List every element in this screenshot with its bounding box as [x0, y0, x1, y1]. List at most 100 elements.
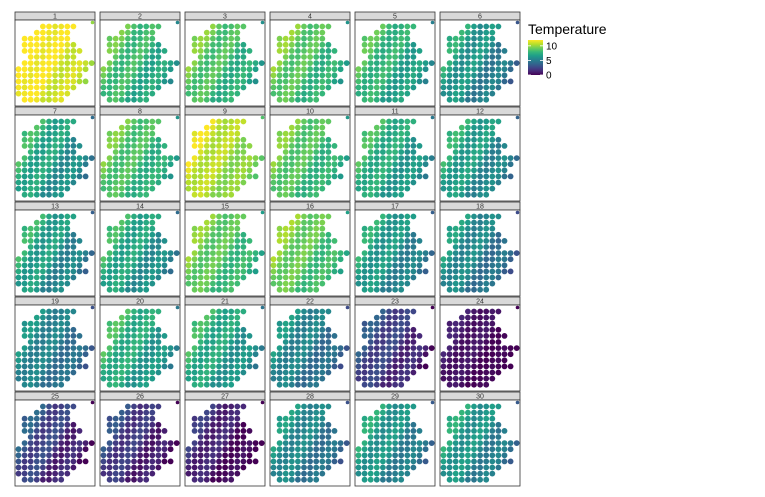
data-point [240, 60, 247, 66]
data-point [40, 72, 46, 79]
facet-panel: 3 [184, 11, 266, 107]
data-point [452, 326, 459, 333]
data-point [410, 458, 417, 465]
data-point [203, 262, 210, 269]
data-point [222, 72, 229, 79]
data-point [21, 381, 28, 388]
data-point [76, 357, 83, 364]
data-point [307, 173, 313, 180]
data-point [380, 369, 386, 376]
data-point [40, 286, 46, 293]
data-point [458, 351, 465, 358]
data-point [301, 268, 307, 275]
data-point [70, 136, 77, 143]
data-point [458, 179, 465, 186]
data-point [228, 369, 235, 376]
data-point [33, 440, 40, 446]
data-point [131, 409, 137, 416]
data-point [234, 161, 241, 168]
data-point [106, 375, 113, 382]
data-point [100, 256, 107, 263]
data-point [477, 452, 483, 459]
data-point [313, 78, 320, 85]
data-point [495, 403, 502, 410]
data-point [386, 314, 392, 321]
data-point [319, 428, 326, 434]
data-point [477, 256, 483, 263]
data-point [373, 409, 380, 416]
data-point [106, 225, 113, 232]
data-point [210, 54, 216, 60]
data-point [295, 78, 301, 85]
data-point [458, 470, 465, 477]
data-point [465, 48, 471, 54]
data-point [118, 452, 125, 459]
facet-panel: 10 [269, 106, 351, 202]
data-point [228, 173, 235, 180]
data-point [203, 428, 210, 434]
data-point [477, 421, 483, 428]
data-point [458, 225, 465, 232]
data-point [282, 476, 289, 483]
data-point [185, 161, 192, 168]
data-point [185, 470, 192, 477]
data-point [361, 415, 368, 422]
data-point [282, 167, 289, 174]
data-point [234, 280, 241, 287]
data-point [307, 369, 313, 376]
data-point [33, 470, 40, 477]
data-point [361, 130, 368, 137]
data-point [458, 345, 465, 351]
data-point [386, 286, 392, 293]
data-point [325, 345, 332, 351]
data-point [501, 78, 508, 85]
data-point [76, 458, 83, 465]
data-point [228, 333, 235, 339]
data-point [161, 78, 168, 85]
data-point [422, 268, 429, 275]
data-point [149, 464, 156, 471]
data-point [337, 66, 344, 73]
data-point [416, 345, 423, 351]
data-point [288, 326, 295, 333]
data-point [222, 308, 229, 315]
data-point [191, 415, 198, 422]
data-point [471, 35, 477, 42]
data-point [452, 54, 459, 60]
data-point [483, 219, 490, 226]
data-point [252, 351, 259, 358]
data-point [307, 96, 313, 103]
data-point [386, 351, 392, 358]
data-point [404, 268, 411, 275]
data-point [416, 143, 423, 149]
data-point [373, 458, 380, 465]
data-point [319, 280, 326, 287]
data-point [465, 339, 471, 345]
data-point [452, 333, 459, 339]
data-point [288, 35, 295, 42]
data-point [112, 333, 119, 339]
data-point [386, 421, 392, 428]
data-point [458, 84, 465, 91]
data-point [222, 179, 229, 186]
data-point [386, 48, 392, 54]
data-point [167, 458, 174, 465]
data-point [118, 219, 125, 226]
data-point [452, 428, 459, 434]
data-point [228, 124, 235, 131]
data-point [355, 280, 362, 287]
data-point [452, 66, 459, 73]
data-point [82, 268, 89, 275]
data-point [288, 155, 295, 162]
data-point [313, 48, 320, 54]
data-point [307, 244, 313, 250]
data-point [131, 262, 137, 269]
data-point [307, 72, 313, 79]
data-point [82, 440, 89, 446]
data-point [15, 66, 22, 73]
data-point [477, 84, 483, 91]
facet-strip-label: 10 [306, 108, 314, 115]
data-point [380, 54, 386, 60]
data-point [112, 446, 119, 453]
data-point [64, 167, 71, 174]
